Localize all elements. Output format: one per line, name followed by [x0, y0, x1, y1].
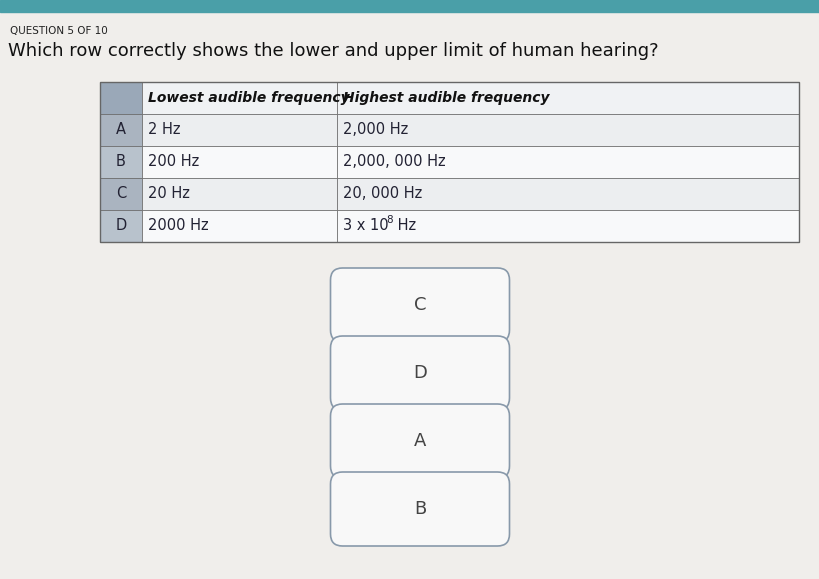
Text: 20, 000 Hz: 20, 000 Hz [343, 186, 423, 201]
Bar [337, 114, 799, 146]
Bar [142, 178, 337, 210]
Text: 3 x 10: 3 x 10 [343, 218, 389, 233]
Text: A: A [414, 432, 426, 450]
Bar [100, 210, 142, 242]
Bar [142, 210, 337, 242]
Text: Which row correctly shows the lower and upper limit of human hearing?: Which row correctly shows the lower and … [8, 42, 658, 60]
Bar [100, 178, 142, 210]
Bar [337, 82, 799, 114]
Text: Lowest audible frequency: Lowest audible frequency [148, 91, 350, 105]
Text: D: D [413, 364, 427, 382]
Text: A: A [116, 123, 126, 137]
Bar [337, 178, 799, 210]
Bar [337, 146, 799, 178]
FancyBboxPatch shape [331, 336, 509, 410]
FancyBboxPatch shape [331, 268, 509, 342]
Text: B: B [414, 500, 426, 518]
Bar [0, 0, 819, 12]
Bar [100, 146, 142, 178]
Bar [337, 210, 799, 242]
Text: 20 Hz: 20 Hz [148, 186, 190, 201]
Bar [100, 82, 142, 114]
Text: C: C [115, 186, 126, 201]
Text: 2,000, 000 Hz: 2,000, 000 Hz [343, 155, 446, 170]
Text: Hz: Hz [393, 218, 416, 233]
Bar [100, 82, 799, 242]
Text: 8: 8 [386, 215, 392, 225]
Text: Highest audible frequency: Highest audible frequency [343, 91, 550, 105]
Bar [142, 82, 337, 114]
Text: 2000 Hz: 2000 Hz [148, 218, 209, 233]
Bar [142, 146, 337, 178]
FancyBboxPatch shape [331, 472, 509, 546]
Text: B: B [116, 155, 126, 170]
FancyBboxPatch shape [331, 404, 509, 478]
Text: 2 Hz: 2 Hz [148, 123, 180, 137]
Text: 200 Hz: 200 Hz [148, 155, 199, 170]
Text: C: C [414, 296, 426, 314]
Text: 2,000 Hz: 2,000 Hz [343, 123, 408, 137]
Bar [142, 114, 337, 146]
Text: D: D [115, 218, 127, 233]
Bar [100, 114, 142, 146]
Text: QUESTION 5 OF 10: QUESTION 5 OF 10 [10, 26, 108, 36]
